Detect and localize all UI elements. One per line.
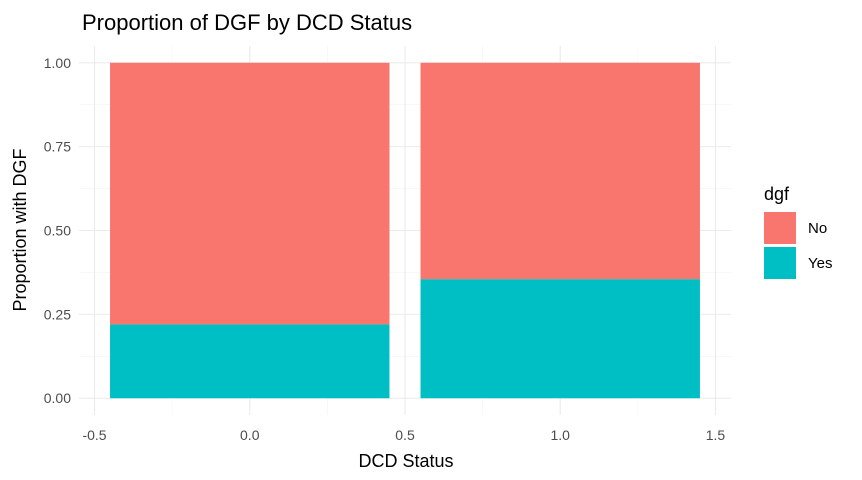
legend: dgf No Yes <box>764 184 832 279</box>
y-tick-label: 0.75 <box>44 139 71 155</box>
x-axis-ticks: -0.5 0.0 0.5 1.0 1.5 <box>82 427 725 443</box>
bars <box>110 62 700 399</box>
bar-yes-0 <box>110 324 390 399</box>
bar-no-1 <box>420 62 700 280</box>
legend-label-no: No <box>808 220 827 237</box>
legend-title: dgf <box>764 184 790 204</box>
x-tick-label: -0.5 <box>82 427 106 443</box>
x-tick-label: 1.0 <box>551 427 571 443</box>
x-axis-title: DCD Status <box>358 451 453 471</box>
y-axis-ticks: 0.00 0.25 0.50 0.75 1.00 <box>44 55 71 406</box>
bar-yes-1 <box>420 279 700 399</box>
y-tick-label: 0.25 <box>44 306 71 322</box>
bar-no-0 <box>110 62 390 325</box>
x-tick-label: 0.0 <box>240 427 260 443</box>
x-tick-label: 0.5 <box>395 427 415 443</box>
legend-swatch-no <box>764 212 796 244</box>
y-tick-label: 0.00 <box>44 390 71 406</box>
y-tick-label: 0.50 <box>44 223 71 239</box>
legend-swatch-yes <box>764 247 796 279</box>
y-axis-title: Proportion with DGF <box>10 148 30 311</box>
y-tick-label: 1.00 <box>44 55 71 71</box>
chart-title: Proportion of DGF by DCD Status <box>82 10 412 35</box>
legend-label-yes: Yes <box>808 255 832 272</box>
x-tick-label: 1.5 <box>706 427 726 443</box>
